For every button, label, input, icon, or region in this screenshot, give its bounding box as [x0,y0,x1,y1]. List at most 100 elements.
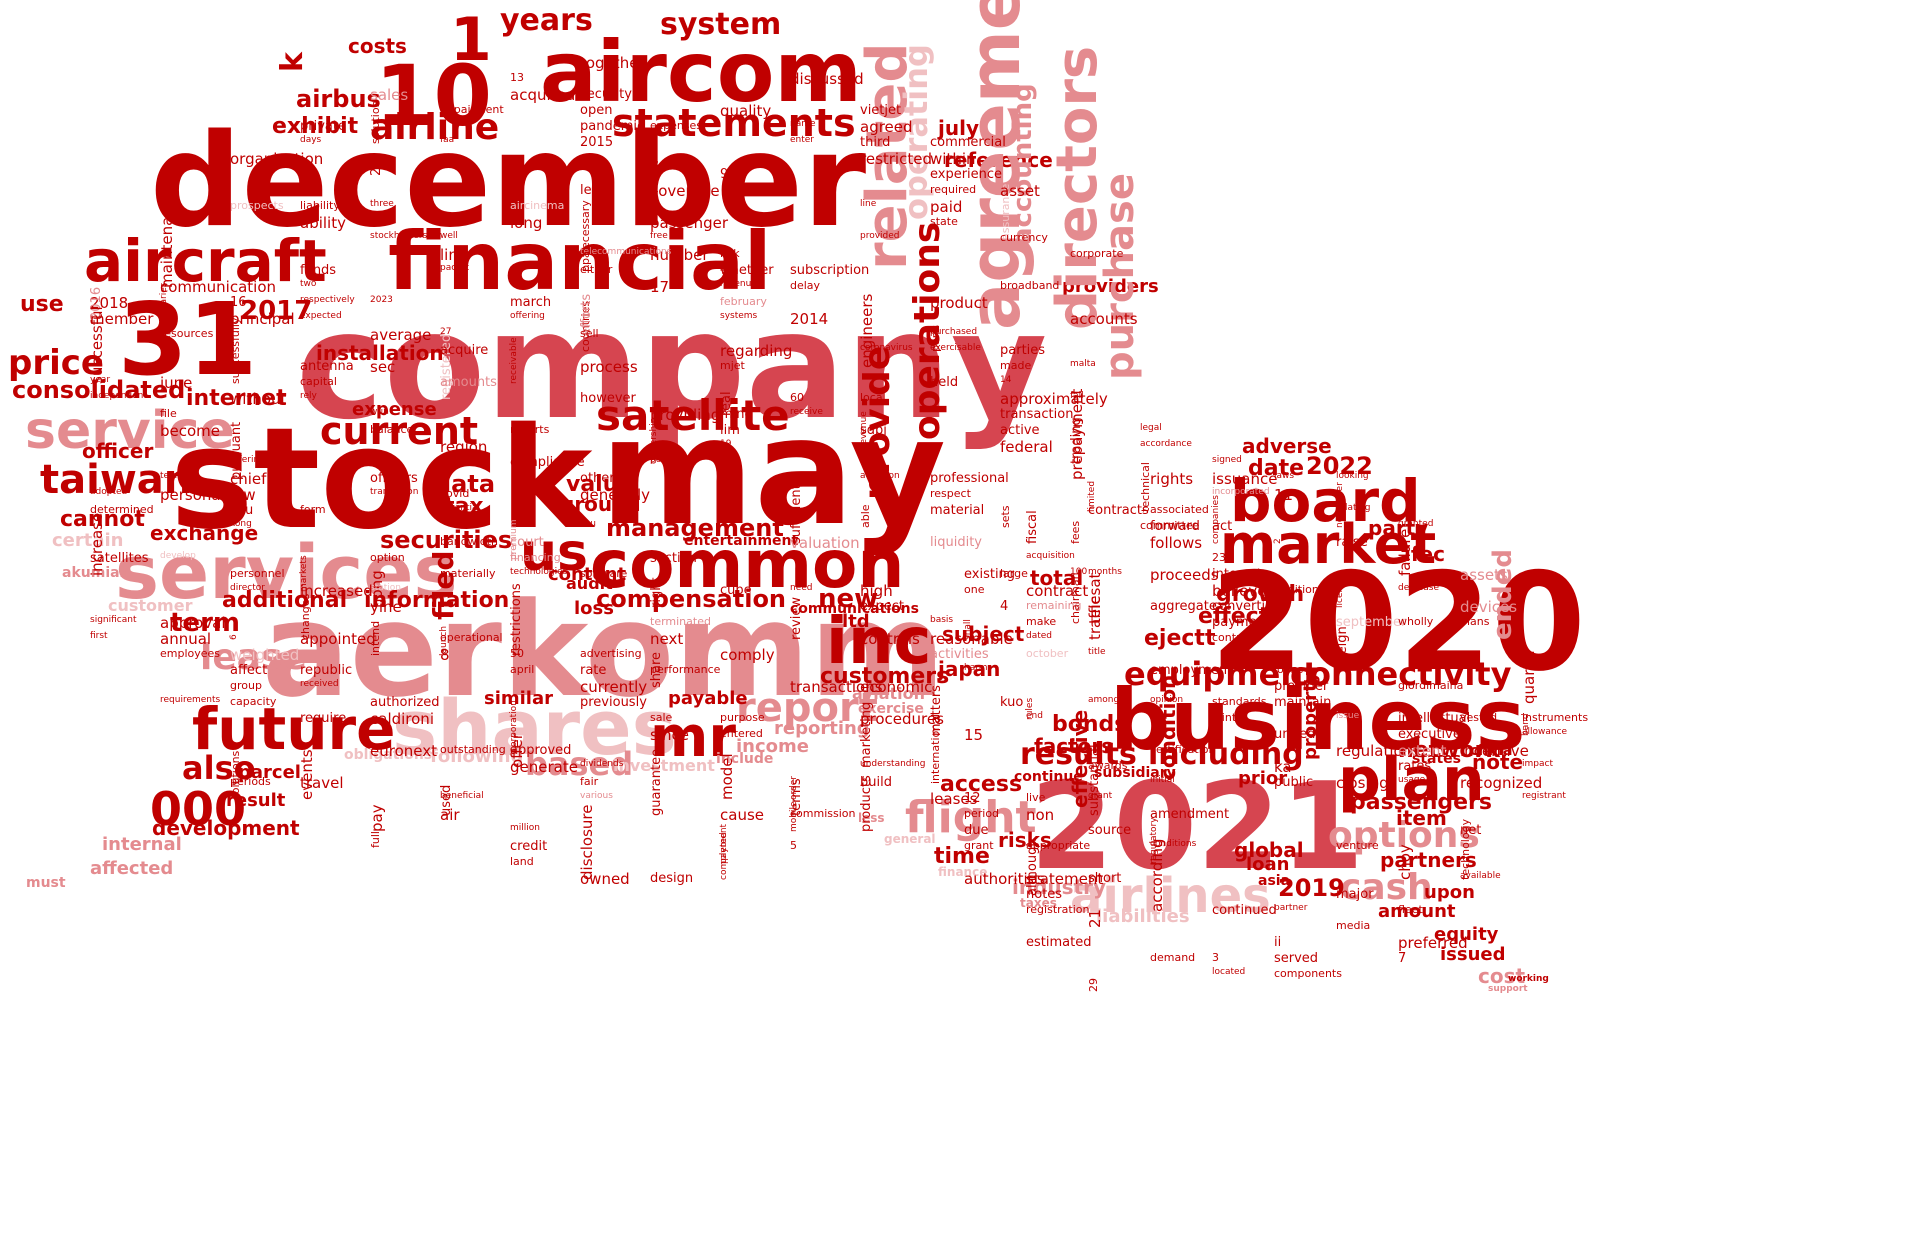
word-note: note [1472,750,1524,774]
word-notes: notes [1026,887,1063,902]
word-dividends: dividends [580,759,624,769]
word-14: 14 [1000,375,1012,385]
word-generate: generate [510,758,578,776]
word-guarantee: guarantee [649,748,664,816]
word-aircom: aircom [540,23,862,121]
word-2021: 2021 [1030,758,1364,897]
word-equipment: equipment [1124,655,1319,693]
word-date: date [1248,456,1305,481]
word-high: high [860,582,893,600]
word-commercial: similar [484,688,554,709]
word-traffic: traffic [1086,596,1104,640]
word-pay: pay [368,804,386,832]
word-source: source [1088,823,1132,838]
word-devices: devices [1460,598,1518,616]
word-free: free [650,231,668,241]
word-chief: chief [230,470,267,488]
word-4: 4 [1000,599,1009,614]
word-region: region [440,438,488,456]
word-right: right [649,577,664,608]
word-based: based [525,745,634,783]
word-three: three [370,199,394,209]
word-completed: completed [719,832,729,880]
word-assets: affected [90,858,174,879]
word-value: value [566,472,634,497]
word-controls: controls [860,630,920,648]
word-non: non [1026,806,1055,824]
word-contracts: contracts [1088,503,1149,518]
word-option: option [370,551,405,564]
word-capital: capital [300,375,337,388]
word-leo: leo [580,183,600,198]
word-loans: loans [1274,663,1304,676]
word-receive: receive [790,407,823,417]
word-telecom: telecom [160,471,197,481]
word-2018: 2018 [90,294,129,312]
word-understanding: understanding [860,759,926,769]
word-services: services [115,530,458,616]
word-dated: dated [1026,631,1053,641]
word-upon: upon [1424,882,1475,903]
word-9: 9 [720,167,729,182]
word-transactions: transactions [790,678,883,696]
word-airlines: airlines [1070,868,1271,924]
word-long: long [510,214,543,232]
word-faa: faa [440,135,455,145]
word-appropriate: appropriate [1026,839,1091,852]
word-aircraft: aircraft [84,227,327,295]
word-software: software [580,567,628,580]
word-major: major [1336,887,1374,902]
word-exercisable: exercisable [930,343,981,353]
word-respect: respect [930,487,971,500]
word-total: total [1030,566,1084,590]
word-subsidiaries: expense [352,399,437,420]
word-adoption: adoption [860,471,900,481]
word-8: 8 [440,646,450,664]
word-instruments: instruments [1522,711,1589,724]
word-relating: relating [1336,503,1371,513]
word-period: installation [316,341,444,365]
word-management: management [606,514,784,542]
word-subject: subject [942,622,1025,646]
word-period: period [964,807,1000,820]
word-capacity: capacity [230,695,277,708]
word-aerkomm: aerkomm [262,574,946,726]
word-components: components [1274,967,1342,980]
word-advertising: advertising [580,647,642,660]
word-due: due [964,823,989,838]
word-employees: employees [160,647,221,660]
word-aggregate: aggregate [1150,599,1217,614]
word-substantial: substantial [1087,744,1102,816]
word-extent: extent [1398,742,1447,760]
word-fees: fees [1069,520,1082,544]
word-fleet: fleet [1398,903,1423,916]
word-liability: liability [300,199,340,212]
word-approval: approval [160,614,226,632]
word-hsu: hsu [230,503,254,518]
word-title: title [1088,647,1106,657]
word-granted: granted [1398,519,1434,529]
word-remaining: support [1488,984,1528,994]
word-private: private [300,119,346,134]
word-entertainment: entertainment [684,533,799,549]
word-member: member [90,310,154,328]
word-regarding: regarding [720,342,793,360]
word-2016: taxes [1020,896,1057,910]
word-financial: financial [388,215,772,308]
word-service: service [25,401,235,461]
word-authorized: authorized [370,695,440,710]
word-real: real [719,391,734,416]
word-resources: resources [160,327,214,340]
word-options: options [1328,815,1480,856]
word-japan: japan [938,657,1001,681]
word-statements: statements [612,101,856,145]
word-independent: independent [90,391,147,401]
word-continue: continue [1014,769,1083,785]
word-foreign: foreign [1335,626,1350,672]
word-among: among [1088,695,1120,705]
word-reference: reference [944,148,1053,172]
word-according: according [1148,838,1166,912]
word-access: access [940,772,1023,797]
word-amendment: amendment [1150,807,1230,822]
word-customers: customers [820,664,950,689]
